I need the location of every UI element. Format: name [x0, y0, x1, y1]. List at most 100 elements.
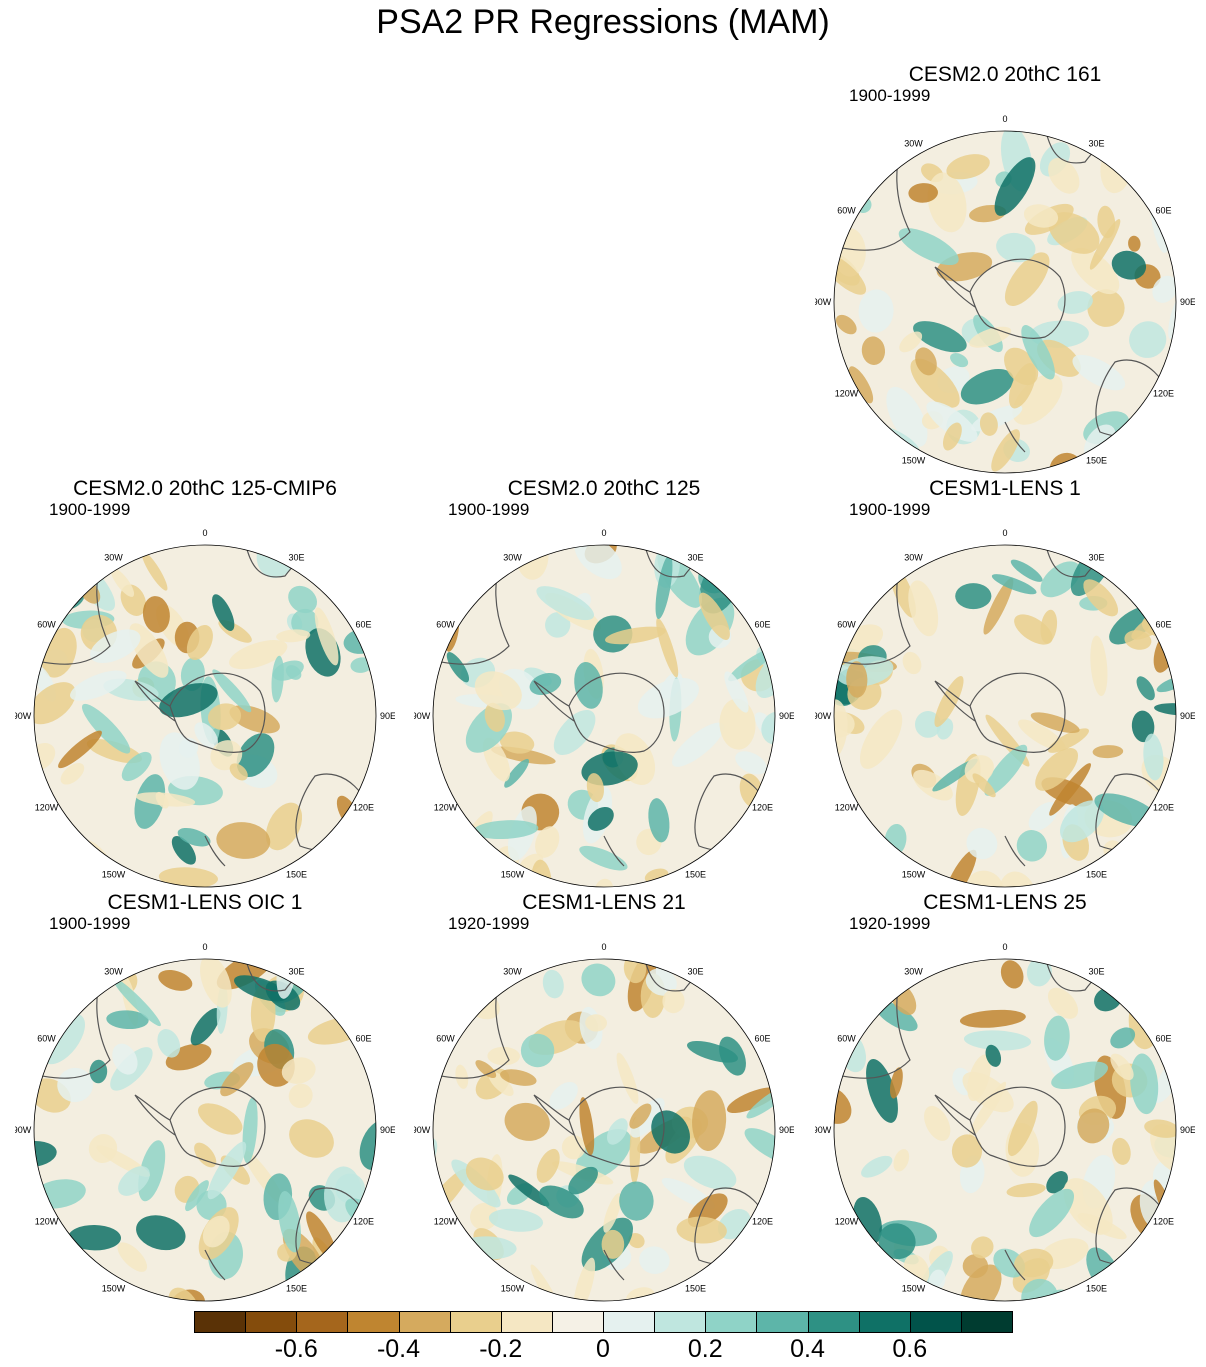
anomaly-contour	[972, 773, 996, 798]
anomaly-contour	[488, 1208, 544, 1232]
anomaly-contour	[288, 1083, 313, 1109]
panel-title: CESM1-LENS OIC 1	[107, 891, 303, 914]
anomaly-contour	[212, 594, 235, 631]
anomaly-contour	[998, 871, 1037, 887]
longitude-label: 120E	[752, 803, 773, 813]
anomaly-contour	[265, 802, 303, 851]
anomaly-contour	[210, 740, 243, 771]
anomaly-contour	[1131, 710, 1155, 743]
anomaly-contour	[1044, 1015, 1070, 1061]
longitude-label: 150E	[685, 870, 706, 880]
panel-period: 1900-1999	[448, 500, 530, 519]
anomaly-contour	[236, 733, 275, 778]
colorbar-cell	[705, 1311, 758, 1333]
anomaly-contour	[34, 742, 56, 771]
longitude-label: 60W	[837, 1034, 856, 1044]
anomaly-contour	[121, 751, 152, 782]
longitude-label: 150E	[286, 870, 307, 880]
anomaly-contour	[229, 640, 288, 670]
longitude-label: 60E	[1155, 206, 1171, 216]
longitude-label: 90E	[779, 711, 794, 721]
new-zealand-coast	[603, 1249, 625, 1281]
anomaly-contour	[207, 703, 242, 731]
map-panel: CESM1-LENS 21 1920-1999 0 30E 60E 90E 120E 150E…	[414, 890, 794, 1302]
anomaly-contour	[470, 1202, 499, 1230]
antarctica-coast	[969, 672, 1066, 753]
colorbar-cell	[347, 1311, 400, 1333]
longitude-label: 30E	[1088, 967, 1104, 977]
anomaly-contour	[1087, 289, 1125, 327]
anomaly-contour	[637, 678, 699, 719]
anomaly-contour	[180, 657, 205, 692]
antarctic-peninsula-coast	[934, 266, 976, 308]
anomaly-contour	[504, 1102, 550, 1141]
antarctic-peninsula-coast	[533, 1094, 575, 1136]
colorbar-tick-label: 0.2	[687, 1335, 723, 1363]
longitude-label: 30E	[1088, 553, 1104, 563]
anomaly-contour	[57, 1067, 93, 1103]
colorbar-tick-label: -0.2	[479, 1335, 523, 1363]
anomaly-contour	[683, 1155, 737, 1190]
anomaly-contour	[561, 1135, 586, 1160]
anomaly-contour	[1144, 1119, 1176, 1138]
anomaly-contour	[1012, 373, 1063, 425]
anomaly-contour	[902, 651, 922, 675]
antarctic-peninsula-coast	[934, 680, 976, 722]
anomaly-contour	[874, 1000, 918, 1032]
polar-map: 030E60E90E120E150E180150W120W90W60W30W	[414, 942, 794, 1302]
anomaly-contour	[979, 412, 998, 436]
anomaly-contour	[168, 1287, 199, 1301]
anomaly-contour	[1136, 676, 1155, 701]
anomaly-contour	[1035, 747, 1079, 791]
anomaly-contour	[959, 1009, 1026, 1028]
anomaly-contour	[288, 585, 318, 614]
anomaly-contour	[1152, 275, 1176, 303]
anomaly-contour	[991, 429, 1020, 472]
longitude-label: 120W	[35, 1217, 59, 1227]
polar-map: 030E60E90E120E150E180150W120W90W60W30W	[414, 528, 794, 888]
anomaly-contour	[1040, 561, 1081, 598]
anomaly-contour	[159, 683, 218, 718]
anomaly-contour	[1110, 1027, 1136, 1049]
longitude-label: 120W	[434, 1217, 458, 1227]
colorbar-cell	[807, 1311, 860, 1333]
longitude-label: 60W	[837, 620, 856, 630]
longitude-label: 60W	[436, 1034, 455, 1044]
longitude-label: 0	[1002, 942, 1007, 952]
anomaly-contour	[942, 422, 962, 451]
anomaly-contour	[728, 648, 775, 682]
anomaly-contour	[1110, 1053, 1134, 1081]
anomaly-contour	[117, 1242, 148, 1272]
anomaly-contour	[536, 1148, 560, 1183]
longitude-label: 150W	[902, 1284, 926, 1294]
anomaly-contour	[118, 1166, 150, 1196]
anomaly-contour	[966, 827, 998, 860]
colorbar-cell	[194, 1311, 247, 1333]
anomaly-contour	[629, 1103, 652, 1129]
anomaly-contour	[135, 792, 196, 807]
regression-field	[433, 545, 775, 887]
antarctica-coast	[969, 1086, 1066, 1167]
anomaly-contour	[908, 580, 939, 637]
anomaly-contour	[858, 289, 894, 333]
anomaly-contour	[594, 878, 614, 887]
anomaly-contour	[648, 798, 670, 843]
anomaly-contour	[639, 1246, 670, 1274]
anomaly-contour	[136, 1215, 186, 1251]
anomaly-contour	[893, 1149, 910, 1172]
anomaly-contour	[1028, 802, 1058, 831]
anomaly-contour	[861, 336, 886, 365]
map-panel: CESM1-LENS OIC 1 1900-1999 0 30E 60E 90E 120E 1…	[15, 890, 395, 1302]
anomaly-contour	[529, 672, 562, 696]
longitude-label: 120E	[1153, 803, 1174, 813]
antarctica-coast	[169, 1086, 266, 1167]
longitude-label: 60E	[1155, 1034, 1171, 1044]
anomaly-contour	[158, 969, 193, 991]
anomaly-contour	[1143, 733, 1164, 781]
anomaly-contour	[676, 1216, 727, 1244]
anomaly-contour	[549, 1081, 578, 1110]
panel-period: 1900-1999	[849, 86, 931, 105]
anomaly-contour	[628, 1233, 645, 1249]
longitude-label: 90E	[1180, 1125, 1195, 1135]
longitude-label: 60E	[355, 620, 371, 630]
